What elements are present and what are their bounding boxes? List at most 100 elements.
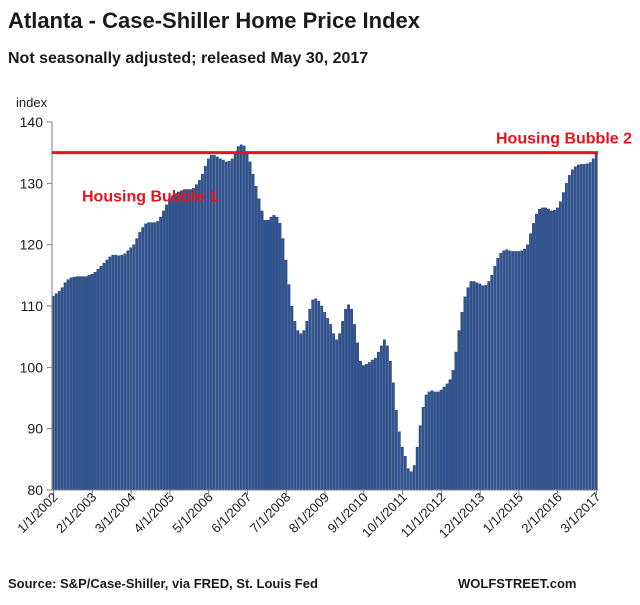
bar [81,276,85,491]
bar [90,273,94,491]
bar [394,410,398,491]
bar [421,407,425,491]
bar [263,219,267,491]
bar [385,345,389,491]
bar [433,391,437,491]
bar [582,164,586,491]
bar [251,173,255,491]
bar [570,169,574,491]
bar [215,156,219,491]
bar [403,456,407,491]
bar [126,250,130,491]
bar [72,276,76,491]
chart-subtitle: Not seasonally adjusted; released May 30… [8,50,369,67]
bar [293,321,297,491]
bar [439,389,443,491]
bar [576,164,580,491]
bar [499,253,503,491]
bar [541,207,544,491]
annotation-housing-bubble-2: Housing Bubble 2 [496,130,632,147]
y-tick-label: 130 [20,175,44,191]
x-tick-label: 3/1/2017 [557,490,603,536]
bar [338,333,342,491]
bar [391,382,395,491]
bar [514,251,518,491]
chart-title: Atlanta - Case-Shiller Home Price Index [8,8,421,33]
x-tick-label: 4/1/2005 [131,490,177,536]
bar [487,281,491,491]
bar [69,277,73,491]
bar [314,298,318,491]
bar [335,339,339,491]
bar [174,193,177,491]
bar [96,269,100,491]
bar [493,265,497,491]
bar [242,145,246,491]
bar [114,254,118,491]
bar [556,207,559,491]
bar [99,265,103,491]
bar [111,254,115,491]
bar [517,251,521,491]
bar [511,251,515,491]
bar [272,215,276,491]
bar [341,321,344,491]
bar [326,318,330,491]
bar [230,158,234,491]
bar [559,201,562,491]
x-tick-label: 8/1/2009 [286,490,332,536]
x-tick-label: 7/1/2008 [247,490,293,536]
bar [323,311,327,491]
bar [105,259,109,491]
bar [278,222,282,491]
bar [84,276,88,491]
bar [332,333,336,491]
bar [377,351,380,491]
bar [171,195,174,491]
bar [475,282,479,491]
bar [132,244,136,491]
bar [579,164,583,491]
bar [526,244,529,491]
bar [567,175,571,491]
bar [120,254,124,491]
bar [436,391,440,491]
bar [451,370,455,491]
bar [463,296,467,491]
bar [502,250,506,491]
bar [87,275,91,491]
bar [284,259,288,491]
bar [454,351,458,491]
bar [153,222,157,491]
bar [236,146,240,491]
bar [248,161,252,491]
bar [362,365,365,491]
bar [66,279,70,491]
bar [535,213,538,491]
bar [430,390,434,491]
x-tick-label: 6/1/2007 [208,490,254,536]
bar [564,183,568,491]
bar [275,216,279,491]
bar [442,386,446,491]
bar [287,284,291,491]
bar [400,446,404,491]
bar [162,210,165,491]
x-tick-label: 1/1/2015 [480,490,526,536]
bar [523,248,526,491]
y-tick-label: 110 [21,298,44,314]
bar [591,158,595,491]
bar [311,299,315,491]
bar [445,383,449,491]
bar [93,272,97,491]
bar [448,379,452,491]
bar [532,222,535,491]
bar [233,152,237,491]
bar [195,184,198,491]
bar [257,198,261,491]
bar [368,362,371,491]
bar [317,300,321,491]
bar [382,339,386,491]
annotation-housing-bubble-1: Housing Bubble 1 [82,189,218,206]
